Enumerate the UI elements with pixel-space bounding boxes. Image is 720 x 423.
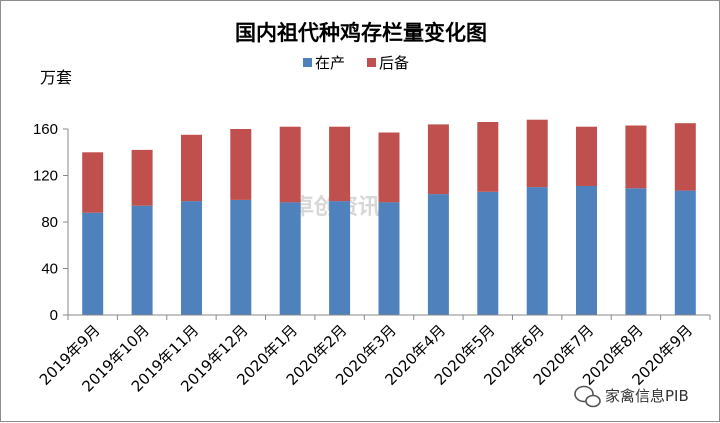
legend-label-series-0: 在产 bbox=[315, 54, 345, 72]
bar-series-0-cat-12 bbox=[674, 190, 696, 315]
bar-series-1-cat-10 bbox=[576, 126, 597, 186]
legend-swatch-series-0 bbox=[303, 58, 312, 67]
bar-series-1-cat-5 bbox=[329, 126, 351, 202]
y-tick-label-3: 120 bbox=[33, 168, 58, 185]
bar-series-1-cat-2 bbox=[181, 134, 202, 202]
bar-series-1-cat-3 bbox=[230, 129, 252, 200]
bar-series-0-cat-11 bbox=[625, 188, 647, 315]
bar-series-0-cat-1 bbox=[131, 205, 153, 315]
bar-series-0-cat-0 bbox=[82, 212, 104, 315]
bar-series-0-cat-7 bbox=[427, 194, 449, 315]
legend-label-series-1: 后备 bbox=[379, 54, 409, 72]
bar-series-0-cat-5 bbox=[329, 201, 351, 315]
legend: 在产 后备 bbox=[303, 54, 409, 72]
bar-series-1-cat-6 bbox=[378, 132, 400, 203]
bar-series-0-cat-9 bbox=[526, 187, 548, 315]
y-tick-label-0: 0 bbox=[50, 307, 58, 324]
bar-series-1-cat-9 bbox=[526, 119, 548, 188]
bar-series-0-cat-3 bbox=[230, 199, 252, 315]
chart-title: 国内祖代种鸡存栏量变化图 bbox=[235, 21, 487, 45]
watermark-text: 家禽信息PIB bbox=[605, 387, 689, 405]
bar-series-0-cat-4 bbox=[279, 202, 301, 315]
bar-series-1-cat-7 bbox=[427, 124, 449, 195]
bar-series-1-cat-4 bbox=[279, 126, 301, 203]
wechat-icon bbox=[574, 385, 601, 408]
watermark: 家禽信息PIB bbox=[574, 385, 689, 408]
legend-swatch-series-1 bbox=[367, 58, 376, 67]
bar-series-1-cat-8 bbox=[477, 122, 499, 192]
y-tick-label-1: 40 bbox=[41, 261, 58, 278]
x-axis: 2019年9月2019年10月2019年11月2019年12月2020年1月20… bbox=[36, 314, 711, 396]
bar-series-1-cat-11 bbox=[625, 125, 647, 189]
bar-series-0-cat-2 bbox=[181, 201, 202, 315]
bar-series-0-cat-10 bbox=[576, 186, 597, 315]
bar-series-1-cat-12 bbox=[674, 123, 696, 191]
bar-series-0-cat-6 bbox=[378, 202, 400, 315]
bars-group bbox=[82, 119, 696, 315]
bar-series-1-cat-1 bbox=[131, 149, 153, 206]
y-tick-label-4: 160 bbox=[33, 121, 58, 138]
y-tick-label-2: 80 bbox=[41, 214, 58, 231]
bar-series-1-cat-0 bbox=[82, 152, 104, 213]
bar-series-0-cat-8 bbox=[477, 191, 499, 315]
y-axis: 0 40 80 120 160 bbox=[33, 121, 69, 324]
y-axis-unit-label: 万套 bbox=[40, 68, 72, 87]
